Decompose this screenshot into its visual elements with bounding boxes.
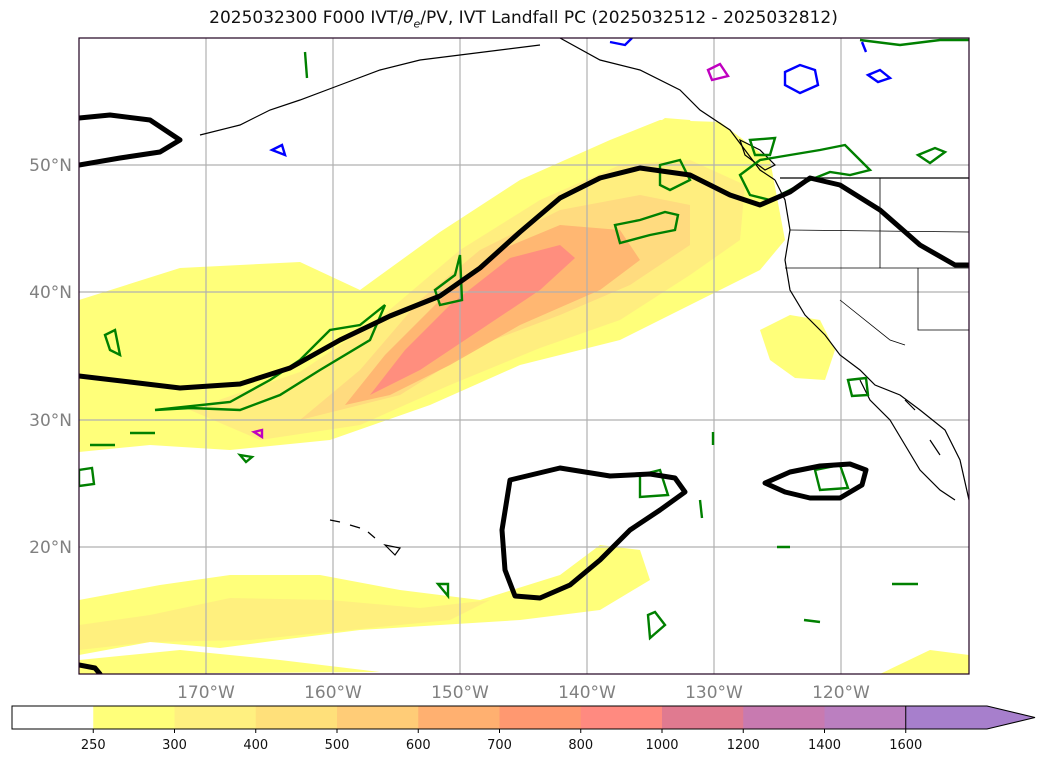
lon-label-140w: 140°W: [558, 683, 616, 703]
green-contour-west: [103, 328, 122, 358]
lat-label-30n: 30°N: [29, 411, 72, 431]
theta-subscript: e: [413, 17, 421, 31]
colorbar-tick-label: 1400: [808, 738, 841, 753]
green-contour-arm: [433, 254, 464, 307]
ivt-pc-contours: [79, 112, 969, 674]
pc-contour-closed-south: [499, 465, 688, 601]
colorbar-extend-arrow: [905, 705, 1036, 730]
lon-label-120w: 120°W: [812, 683, 870, 703]
title-prefix: 2025032300 F000 IVT/: [209, 8, 404, 28]
colorbar-tick-label: 300: [162, 738, 187, 753]
colorbar-tick-label: 600: [406, 738, 431, 753]
ivt-band-800: [370, 245, 575, 395]
colorbar-tick-label: 500: [325, 738, 350, 753]
green-contour-small1: [646, 610, 667, 641]
pc-contour-main: [79, 165, 969, 391]
graticule: [79, 38, 969, 674]
state-borders: [785, 178, 969, 346]
colorbar-segment: [174, 706, 257, 729]
green-contour-small3: [236, 453, 255, 464]
map-frame: [78, 37, 970, 675]
magenta-contours: [250, 62, 730, 440]
lon-label-170w: 170°W: [177, 683, 235, 703]
green-contour-sw: [638, 468, 670, 499]
green-contour-small2: [435, 582, 450, 600]
chart-title: 2025032300 F000 IVT/θe/PV, IVT Landfall …: [0, 8, 1047, 30]
lon-label-130w: 130°W: [685, 683, 743, 703]
pc-contour-closed-east: [762, 461, 869, 501]
lat-label-50n: 50°N: [29, 156, 72, 176]
green-contour-cl: [846, 376, 870, 398]
title-suffix: /PV, IVT Landfall PC (2025032512 - 20250…: [420, 8, 838, 28]
colorbar-segment: [499, 706, 582, 729]
colorbar-segment: [337, 706, 419, 729]
colorbar-segment: [12, 706, 94, 729]
colorbar: 250 300 400 500 600 700 800 1000 1200 1400 1600: [11, 705, 1036, 753]
ivt-band-250-north: [640, 118, 700, 150]
colorbar-outline: [11, 705, 906, 730]
green-contour-ne: [613, 210, 680, 245]
west-coast: [774, 179, 969, 501]
magenta-contour-1: [706, 62, 730, 82]
ivt-band-south-2: [79, 650, 380, 674]
magenta-contour-2: [250, 428, 264, 440]
ivt-band-sw-corner: [880, 650, 969, 674]
colorbar-tick-label: 400: [243, 738, 268, 753]
colorbar-tick-label: 1600: [889, 738, 922, 753]
ivt-band-baja: [760, 315, 835, 380]
colorbar-segment: [93, 706, 175, 729]
colorbar-segment: [580, 706, 663, 729]
green-contour-main: [154, 304, 387, 412]
lon-label-160w: 160°W: [304, 683, 362, 703]
vancouver-island: [738, 138, 777, 171]
green-contour-ne-corner: [859, 38, 969, 165]
hawaii-islands: [329, 519, 402, 556]
baja-peninsula: [859, 379, 956, 501]
colorbar-segment: [418, 706, 500, 729]
pc-contour-sw: [79, 662, 103, 674]
green-contour-ne2: [658, 158, 692, 192]
green-contour-small4: [90, 51, 918, 624]
lon-axis-labels: 170°W 160°W 150°W 140°W 130°W 120°W: [177, 683, 870, 703]
colorbar-segment: [824, 706, 907, 729]
blue-contour-3: [269, 143, 287, 157]
ivt-shading: [79, 118, 969, 674]
lat-label-40n: 40°N: [29, 283, 72, 303]
blue-contour-2: [865, 68, 893, 84]
blue-contour-1: [783, 63, 820, 95]
map-area: [79, 38, 969, 674]
blue-contours: [269, 38, 893, 157]
colorbar-segment: [662, 706, 744, 729]
aleutian-islands: [199, 44, 541, 136]
green-contour-west2: [79, 466, 96, 488]
colorbar-tick-label: 800: [568, 738, 593, 753]
colorbar-segment: [255, 706, 338, 729]
colorbar-tick-label: 1200: [727, 738, 760, 753]
mexico-coast-islands: [904, 399, 941, 456]
colorbar-tick-label: 250: [81, 738, 106, 753]
pc-contour-nw: [79, 112, 183, 168]
ivt-band-south-3: [79, 598, 490, 650]
green-contour-coast2: [748, 136, 777, 157]
lat-label-20n: 20°N: [29, 538, 72, 558]
colorbar-tick-label: 1000: [645, 738, 678, 753]
lon-label-150w: 150°W: [431, 683, 489, 703]
colorbar-segment: [743, 706, 825, 729]
lat-axis-labels: 50°N 40°N 30°N 20°N: [29, 156, 72, 558]
blue-contour-4: [609, 38, 868, 53]
theta-symbol: θ: [403, 8, 414, 28]
colorbar-tick-label: 700: [487, 738, 512, 753]
green-contours: [79, 38, 969, 641]
